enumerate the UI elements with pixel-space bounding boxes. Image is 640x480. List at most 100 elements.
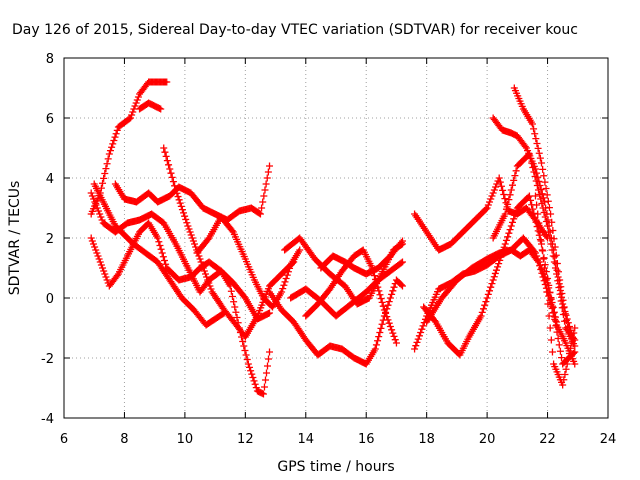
data-point: [477, 312, 485, 320]
x-tick-label: 8: [120, 432, 128, 447]
data-point: [102, 165, 110, 173]
data-point: [533, 140, 541, 147]
series-trace-6: [111, 162, 274, 224]
data-point: [242, 351, 250, 359]
data-point: [481, 301, 489, 309]
data-point: [533, 182, 541, 189]
x-tick-label: 10: [177, 432, 194, 447]
data-point: [161, 148, 169, 156]
data-point: [397, 239, 405, 246]
data-point: [501, 210, 509, 218]
data-point: [564, 355, 572, 363]
data-point: [544, 300, 552, 308]
data-point: [97, 261, 105, 269]
data-point: [492, 183, 500, 191]
data-point: [414, 335, 422, 343]
data-point: [478, 308, 486, 316]
data-point: [96, 210, 104, 218]
data-point: [538, 269, 546, 277]
data-point: [131, 102, 139, 110]
data-point: [545, 292, 553, 300]
data-point: [538, 159, 546, 167]
data-point: [568, 339, 576, 347]
data-point: [201, 270, 209, 278]
data-point: [537, 266, 545, 273]
data-point: [511, 211, 519, 219]
data-point: [397, 281, 405, 289]
data-point: [99, 264, 107, 272]
data-point: [570, 329, 578, 337]
data-point: [510, 176, 518, 184]
data-point: [386, 294, 394, 302]
data-point: [372, 341, 380, 349]
data-point: [550, 313, 558, 321]
data-point: [390, 283, 398, 291]
data-point: [113, 272, 121, 279]
data-point: [88, 192, 96, 200]
data-point: [171, 182, 179, 190]
data-point: [168, 173, 176, 181]
data-point: [549, 252, 557, 260]
data-points: [87, 78, 579, 398]
data-point: [104, 155, 112, 163]
x-axis-label: GPS time / hours: [277, 459, 394, 475]
data-point: [558, 354, 566, 362]
data-point: [487, 195, 495, 203]
data-point: [543, 191, 551, 199]
data-point: [483, 294, 491, 302]
data-point: [559, 311, 567, 318]
data-point: [546, 296, 554, 304]
data-point: [129, 108, 137, 116]
x-tick-label: 16: [358, 432, 375, 447]
data-point: [569, 334, 577, 342]
data-point: [178, 206, 186, 214]
data-point: [248, 370, 256, 378]
data-point: [534, 144, 542, 152]
data-point: [521, 143, 529, 150]
series-trace-14: [411, 174, 552, 254]
data-point: [538, 200, 546, 207]
data-point: [488, 192, 496, 200]
data-point: [231, 303, 239, 311]
data-point: [282, 275, 290, 282]
data-point: [376, 329, 384, 336]
data-point: [510, 215, 518, 223]
data-point: [176, 199, 184, 207]
data-point: [490, 273, 498, 281]
data-point: [546, 324, 554, 332]
data-point: [258, 204, 266, 212]
data-point: [278, 288, 286, 296]
data-point: [385, 319, 393, 327]
data-point: [128, 111, 136, 119]
data-point: [531, 214, 539, 222]
data-point: [535, 231, 543, 239]
data-point: [125, 115, 133, 123]
data-point: [541, 213, 549, 221]
data-point: [483, 204, 491, 212]
data-point: [174, 193, 182, 201]
data-point: [496, 256, 504, 264]
data-point: [188, 234, 196, 242]
data-point: [549, 309, 557, 317]
data-point: [542, 185, 550, 192]
data-point: [374, 283, 382, 291]
data-point: [175, 196, 183, 204]
data-point: [491, 269, 499, 277]
data-point: [379, 302, 387, 310]
series-trace-15: [411, 234, 561, 353]
data-point: [571, 342, 579, 350]
data-point: [525, 150, 533, 158]
data-point: [415, 332, 423, 340]
data-point: [484, 201, 492, 209]
series-trace-12: [287, 258, 406, 320]
data-point: [260, 192, 268, 200]
series-trace-2: [136, 99, 165, 113]
data-point: [92, 201, 100, 209]
data-point: [534, 210, 542, 218]
data-point: [527, 196, 535, 204]
data-point: [134, 93, 142, 101]
data-point: [191, 240, 199, 248]
data-point: [534, 186, 542, 194]
data-point: [265, 355, 273, 363]
data-point: [536, 154, 544, 162]
